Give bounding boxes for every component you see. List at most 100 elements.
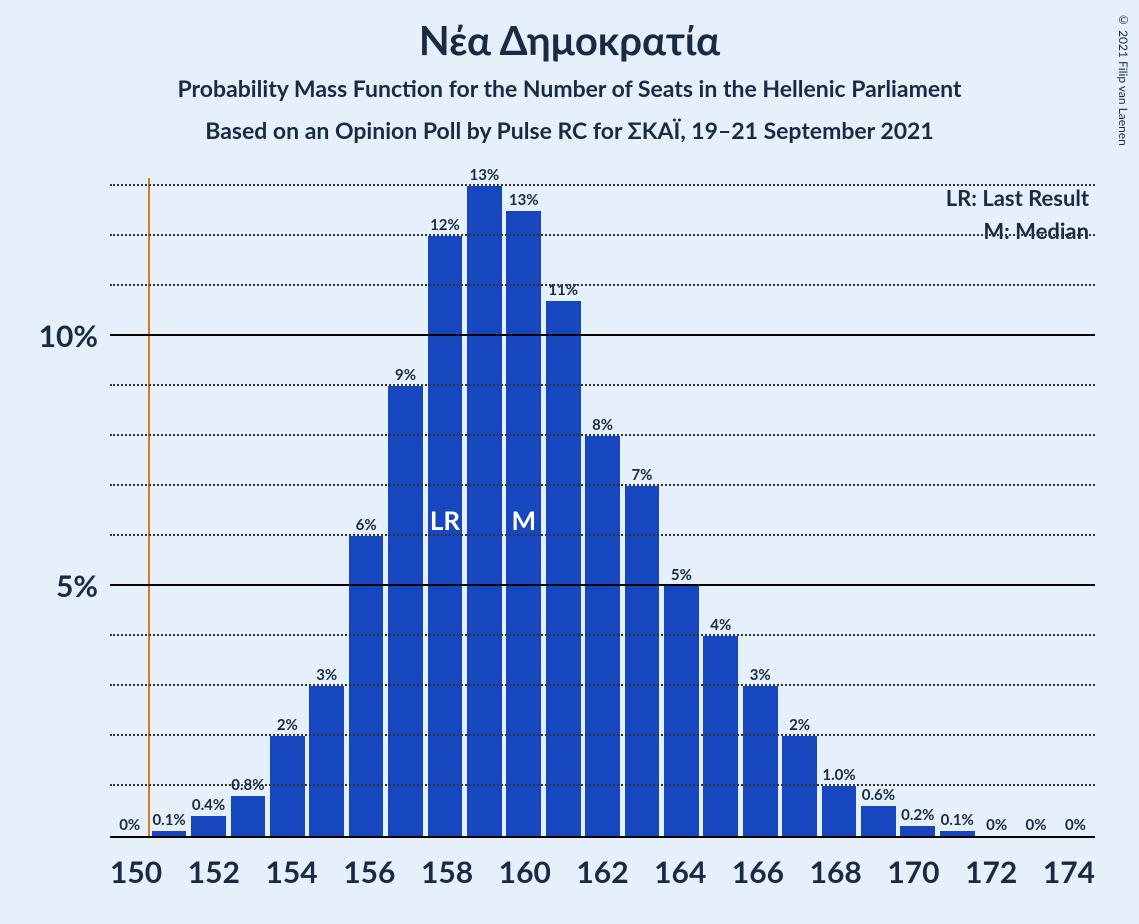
bar-value-label: 9% [395,366,416,386]
bar-value-label: 3% [316,666,337,686]
gridline-minor [110,234,1095,236]
bar-value-label: 12% [430,216,460,236]
bar-value-label: 2% [277,716,298,736]
bar-slot: 1.0% [819,786,858,836]
bar-value-label: 0% [119,816,140,836]
x-tick-slot: 152 [188,854,240,890]
bar-value-label: 0% [986,816,1007,836]
x-tick-slot: 170 [887,854,939,890]
bar: 0.1% [940,831,975,836]
bar: 5% [664,586,699,836]
gridline-minor [110,534,1095,536]
bar: 11% [546,301,581,836]
bar: 0.8% [231,796,266,836]
bar: 4% [703,636,738,836]
x-tick-slot: 150 [110,854,162,890]
bar-slot: 0.2% [898,826,937,836]
bar-slot: 2% [268,736,307,836]
bar-slot: 12%LR [425,236,464,836]
x-tick-slot: 168 [810,854,862,890]
bar: 12%LR [428,236,463,836]
x-tick-slot: 162 [576,854,628,890]
gridline-minor [110,434,1095,436]
x-tick-slot: 174 [1043,854,1095,890]
x-tick-slot: 154 [265,854,317,890]
x-tick-slot: 158 [421,854,473,890]
bar: 13%M [506,211,541,836]
bar-slot: 3% [307,686,346,836]
copyright-text: © 2021 Filip van Laenen [1116,12,1131,146]
bar-value-label: 0.1% [152,811,185,831]
gridline-minor [110,484,1095,486]
x-tick-slot [862,854,888,890]
bar-annotation: M [511,504,536,536]
x-tick-slot [473,854,499,890]
x-tick-slot [395,854,421,890]
bar-slot: 0.4% [189,816,228,836]
gridline-minor [110,684,1095,686]
x-tick-slot [318,854,344,890]
bar: 0.2% [900,826,935,836]
x-tick-slot: 166 [732,854,784,890]
gridline-minor [110,634,1095,636]
bars-container: 0%0.1%0.4%0.8%2%3%6%9%12%LR13%13%M11%8%7… [110,178,1095,836]
x-tick-slot [784,854,810,890]
bar-slot: 0.6% [859,806,898,836]
gridline-major [110,334,1095,336]
bar-slot: 5% [662,586,701,836]
bar-slot: 4% [701,636,740,836]
bar-annotation: LR [430,504,460,536]
bar-value-label: 3% [750,666,771,686]
x-tick-slot [1017,854,1043,890]
bar-slot: 6% [346,536,385,836]
bar-value-label: 13% [469,166,499,186]
x-tick-slot [629,854,655,890]
x-axis: 150152154156158160162164166168170172174 [110,854,1095,890]
bar-value-label: 0.8% [231,776,264,796]
x-tick-slot: 164 [654,854,706,890]
bar-value-label: 5% [671,566,692,586]
x-tick-slot [162,854,188,890]
legend-lr: LR: Last Result [946,184,1089,211]
plot-area: 0%0.1%0.4%0.8%2%3%6%9%12%LR13%13%M11%8%7… [110,178,1095,838]
bar-value-label: 0% [1065,816,1086,836]
gridline-minor [110,284,1095,286]
bar-value-label: 0.2% [901,806,934,826]
y-tick-label: 10% [39,318,110,354]
legend-m: M: Median [946,217,1089,244]
bar: 9% [388,386,423,836]
x-tick-slot: 156 [343,854,395,890]
bar-slot: 13%M [504,211,543,836]
bar: 6% [349,536,384,836]
bar-slot: 0.1% [149,831,188,836]
bar-value-label: 0.6% [862,786,895,806]
bar-slot: 2% [780,736,819,836]
x-tick-slot [940,854,966,890]
bar-value-label: 6% [356,516,377,536]
chart-subtitle-1: Probability Mass Function for the Number… [0,74,1139,102]
bar: 2% [270,736,305,836]
bar: 3% [743,686,778,836]
gridline-minor [110,384,1095,386]
x-tick-slot: 172 [965,854,1017,890]
bar-value-label: 13% [509,191,539,211]
chart-title: Νέα Δημοκρατία [0,0,1139,64]
x-tick-slot [240,854,266,890]
bar-slot: 11% [543,301,582,836]
x-tick-slot [706,854,732,890]
gridline-minor [110,184,1095,186]
bar: 3% [309,686,344,836]
x-tick-slot [551,854,577,890]
gridline-minor [110,784,1095,786]
bar-value-label: 0.4% [192,796,225,816]
chart-subtitle-2: Based on an Opinion Poll by Pulse RC for… [0,116,1139,144]
bar: 8% [585,436,620,836]
bar: 0.6% [861,806,896,836]
bar-slot: 0.8% [228,796,267,836]
bar: 1.0% [822,786,857,836]
bar-slot: 9% [386,386,425,836]
bar-value-label: 0.1% [941,811,974,831]
bar-value-label: 8% [592,416,613,436]
bar-value-label: 1.0% [822,766,855,786]
bar: 0.1% [152,831,187,836]
